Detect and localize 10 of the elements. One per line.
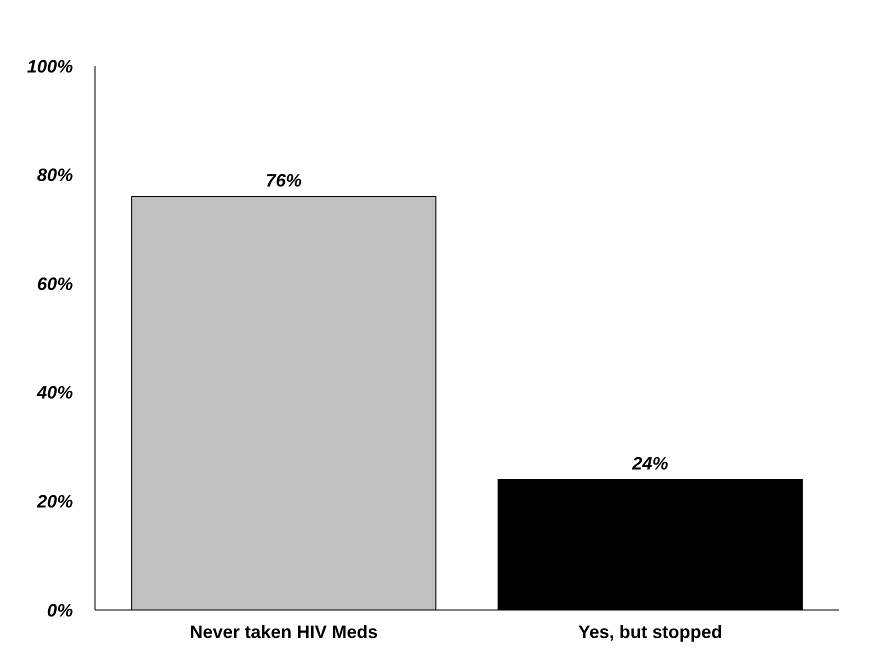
y-tick-label: 80% [36, 165, 73, 186]
y-tick-label: 100% [26, 56, 73, 76]
x-tick-label: Never taken HIV Meds [190, 622, 378, 642]
data-label: 24% [631, 453, 668, 474]
x-tick-label: Yes, but stopped [578, 622, 722, 642]
y-tick-label: 40% [36, 382, 73, 403]
y-tick-label: 20% [36, 492, 73, 512]
y-tick-label: 0% [46, 600, 73, 620]
y-tick-label: 60% [36, 274, 73, 294]
data-label: 76% [266, 170, 302, 191]
